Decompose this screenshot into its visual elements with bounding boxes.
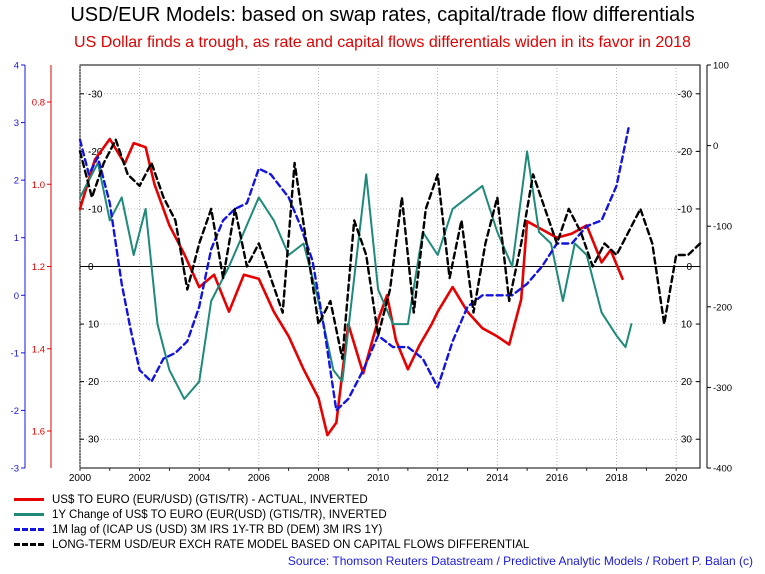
series-line-black xyxy=(78,138,702,360)
red-axis-tick-label: 1.4 xyxy=(32,344,45,355)
legend-item-teal: 1Y Change of US$ TO EURO (EUR(USD) (GTIS… xyxy=(14,507,529,522)
blue-axis-tick-label: 3 xyxy=(14,118,19,129)
legend-swatch-teal xyxy=(14,513,44,516)
legend-item-black: LONG-TERM USD/EUR EXCH RATE MODEL BASED … xyxy=(14,537,529,552)
black-axis-tick-label: 10 xyxy=(681,320,693,331)
legend: US$ TO EURO (EUR/USD) (GTIS/TR) - ACTUAL… xyxy=(14,492,529,552)
x-tick-label: 2010 xyxy=(367,473,390,484)
legend-swatch-red xyxy=(14,498,44,501)
grid-layer xyxy=(79,64,701,469)
teal-axis-tick-label: 20 xyxy=(88,377,100,388)
right-axis-tick-label: -400 xyxy=(713,464,732,475)
blue-axis-tick-label: -1 xyxy=(11,348,19,359)
x-tick-label: 2020 xyxy=(665,473,688,484)
teal-axis-tick-label: -10 xyxy=(88,204,103,215)
legend-swatch-black xyxy=(14,543,44,546)
blue-axis-tick-label: -3 xyxy=(11,464,19,475)
legend-label-teal: 1Y Change of US$ TO EURO (EUR(USD) (GTIS… xyxy=(52,508,387,521)
legend-label-black: LONG-TERM USD/EUR EXCH RATE MODEL BASED … xyxy=(52,538,530,551)
blue-axis-tick-label: -2 xyxy=(11,406,19,417)
teal-axis-tick-label: -30 xyxy=(88,89,103,100)
legend-item-red: US$ TO EURO (EUR/USD) (GTIS/TR) - ACTUAL… xyxy=(14,492,529,507)
black-axis-tick-label: 20 xyxy=(681,377,693,388)
black-axis-tick-label: 30 xyxy=(681,435,693,446)
teal-axis-tick-label: 0 xyxy=(88,262,94,273)
x-tick-label: 2000 xyxy=(69,473,92,484)
red-axis-tick-label: 1.2 xyxy=(32,262,45,273)
teal-axis-tick-label: 30 xyxy=(88,435,100,446)
black-axis-tick-label: 0 xyxy=(686,262,692,273)
series-line-teal xyxy=(79,150,633,400)
x-tick-label: 2006 xyxy=(248,473,271,484)
blue-axis-tick-label: 2 xyxy=(14,176,19,187)
x-tick-label: 2004 xyxy=(188,473,211,484)
teal-axis-tick-label: 10 xyxy=(88,320,100,331)
black-axis-tick-label: -10 xyxy=(678,204,693,215)
legend-item-blue: 1M lag of (ICAP US (USD) 3M IRS 1Y-TR BD… xyxy=(14,522,529,537)
red-axis-tick-label: 1.0 xyxy=(32,180,45,191)
blue-axis-tick-label: 0 xyxy=(14,291,19,302)
series-line-blue xyxy=(78,127,630,412)
source-credit: Source: Thomson Reuters Datastream / Pre… xyxy=(287,554,753,568)
x-tick-label: 2012 xyxy=(427,473,450,484)
chart-subtitle: US Dollar finds a trough, as rate and ca… xyxy=(74,34,691,51)
red-axis-tick-label: 1.6 xyxy=(32,427,45,438)
x-tick-label: 2008 xyxy=(307,473,330,484)
black-axis-tick-label: -30 xyxy=(678,89,693,100)
blue-axis-tick-label: 1 xyxy=(14,233,19,244)
series-line-red xyxy=(78,137,624,437)
legend-swatch-blue xyxy=(14,528,44,531)
legend-label-blue: 1M lag of (ICAP US (USD) 3M IRS 1Y-TR BD… xyxy=(52,523,383,536)
teal-axis-tick-label: -20 xyxy=(88,147,103,158)
red-axis-tick-label: 0.8 xyxy=(32,98,45,109)
x-tick-label: 2016 xyxy=(546,473,569,484)
black-axis-tick-label: -20 xyxy=(678,147,693,158)
chart-title: USD/EUR Models: based on swap rates, cap… xyxy=(70,4,695,26)
legend-label-red: US$ TO EURO (EUR/USD) (GTIS/TR) - ACTUAL… xyxy=(52,493,368,506)
axes-layer: 2000 2002 2004 2006 2008 2010 2012 2014 2016 2018… xyxy=(11,61,732,485)
right-axis-tick-label: -200 xyxy=(713,302,732,313)
series-layer xyxy=(78,127,702,437)
x-tick-label: 2014 xyxy=(486,473,509,484)
right-axis-tick-label: -300 xyxy=(713,383,732,394)
right-axis-tick-label: 0 xyxy=(713,141,718,152)
right-axis-tick-label: -100 xyxy=(713,222,732,233)
right-axis-tick-label: 100 xyxy=(713,61,729,72)
x-tick-label: 2002 xyxy=(128,473,151,484)
blue-axis-tick-label: 4 xyxy=(14,61,19,72)
x-tick-label: 2018 xyxy=(605,473,628,484)
